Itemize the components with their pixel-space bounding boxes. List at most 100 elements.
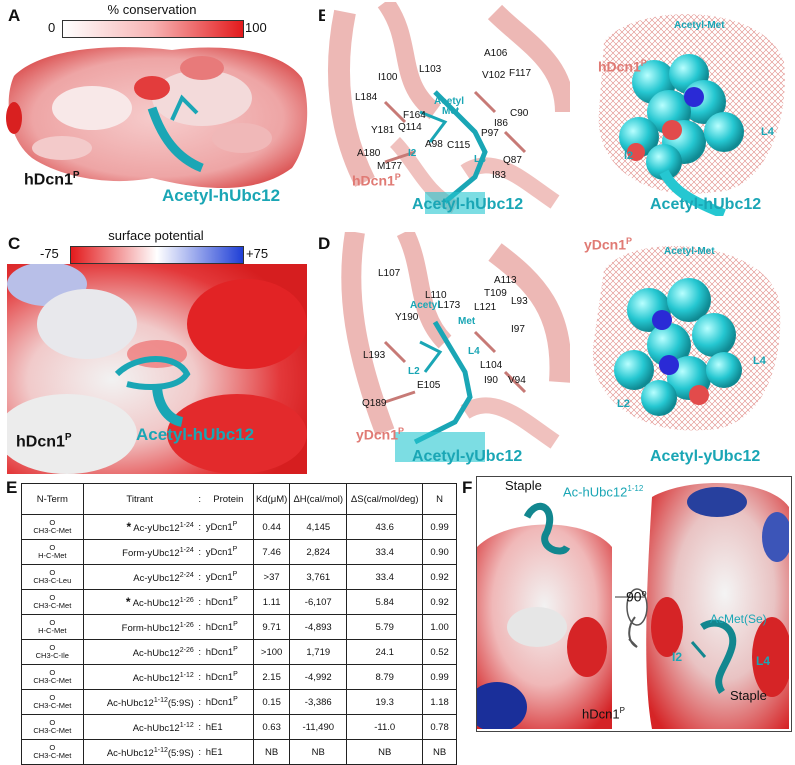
- potential-color-bar: [70, 246, 244, 264]
- n-cell: 0.92: [422, 589, 457, 615]
- kd-cell: >100: [252, 639, 291, 665]
- dh-cell: 3,761: [289, 564, 348, 590]
- nterm-cell: O CH3-C-Ile: [21, 639, 84, 665]
- panel-f-staple-top: Staple: [505, 478, 542, 493]
- protein-cell: hDcn1P: [203, 664, 254, 690]
- header-titrant: Titrant: [82, 483, 196, 515]
- panel-c-peptide-label: Acetyl-hUbc12: [136, 425, 255, 444]
- panel-f-frame: [476, 476, 792, 732]
- sep-cell: :: [195, 589, 204, 615]
- panel-d-density-acetyl-met: Acetyl-Met: [664, 246, 715, 257]
- nterm-cell: O CH3-C-Met: [21, 514, 84, 540]
- titrant-cell: Form-yUbc121-24: [82, 539, 196, 565]
- residue-b-8: Y181: [371, 125, 395, 136]
- nterm-cell: O H-C-Met: [21, 614, 84, 640]
- panel-d-density-protein: yDcn1P: [584, 236, 633, 253]
- ds-cell: 33.4: [346, 564, 424, 590]
- residue-d-1: A113: [494, 275, 517, 286]
- kd-cell: 9.71: [252, 614, 291, 640]
- peptide-residue-b-3: L4: [474, 154, 486, 165]
- residue-b-1: L103: [419, 64, 442, 75]
- n-cell: 0.92: [422, 564, 457, 590]
- n-cell: NB: [422, 739, 457, 765]
- table-row: O CH3-C-Met Ac-hUbc121-12: hDcn1P 2.15 -4,99…: [21, 664, 457, 690]
- ds-cell: 5.79: [346, 614, 424, 640]
- kd-cell: 1.11: [252, 589, 291, 615]
- potential-bar-max: +75: [246, 246, 269, 261]
- table-row: O CH3-C-Met Ac-hUbc121-12(5:9S): hDcn1P 0.1…: [21, 689, 457, 715]
- titrant-cell: Ac-hUbc122-26: [82, 639, 196, 665]
- ds-cell: 5.84: [346, 589, 424, 615]
- table-row: O H-C-Met Form-yUbc121-24: yDcn1P 7.46 2,824…: [21, 539, 457, 565]
- dh-cell: -4,893: [289, 614, 348, 640]
- table-row: O CH3-C-Ile Ac-hUbc122-26: hDcn1P >100 1,719…: [21, 639, 457, 665]
- panel-d-protein-label: yDcn1P: [356, 426, 405, 443]
- table-row: O CH3-C-Met * Ac-yUbc121-24: yDcn1P 0.44 4,14…: [21, 514, 457, 540]
- table-row: O CH3-C-Leu Ac-yUbc122-24: yDcn1P >37 3,761 3…: [21, 564, 457, 590]
- ds-cell: -11.0: [346, 714, 424, 740]
- protein-cell: hDcn1P: [203, 689, 254, 715]
- dh-cell: NB: [289, 739, 348, 765]
- kd-cell: 0.63: [252, 714, 291, 740]
- panel-label-c: C: [8, 234, 21, 253]
- residue-d-11: E105: [417, 380, 441, 391]
- titrant-cell: * Ac-hUbc121-26: [82, 589, 196, 615]
- nterm-cell: O CH3-C-Met: [21, 714, 84, 740]
- residue-b-16: Q87: [503, 155, 522, 166]
- residue-d-12: I90: [484, 375, 498, 386]
- peptide-residue-b-1: Met: [442, 106, 460, 117]
- nterm-cell: O CH3-C-Leu: [21, 564, 84, 590]
- titrant-cell: Ac-hUbc121-12(5:9S): [82, 689, 196, 715]
- protein-cell: hE1: [203, 714, 254, 740]
- residue-b-10: I86: [494, 118, 508, 129]
- nterm-cell: O H-C-Met: [21, 539, 84, 565]
- protein-cell: yDcn1P: [203, 514, 254, 540]
- sep-cell: :: [195, 514, 204, 540]
- panel-f-staple-bottom: Staple: [730, 688, 767, 703]
- panel-b-peptide-label: Acetyl-hUbc12: [412, 196, 524, 213]
- n-cell: 0.78: [422, 714, 457, 740]
- panel-label-a: A: [8, 6, 21, 25]
- conservation-bar-min: 0: [48, 20, 56, 35]
- residue-b-5: L184: [355, 92, 378, 103]
- potential-bar-title: surface potential: [108, 228, 204, 243]
- peptide-residue-d-3: L2: [408, 366, 420, 377]
- conservation-surface-image: [6, 47, 308, 188]
- protein-cell: hDcn1P: [203, 639, 254, 665]
- residue-d-4: L173: [438, 300, 461, 311]
- protein-cell: hE1: [203, 739, 254, 765]
- sep-cell: :: [195, 539, 204, 565]
- conservation-bar-title: % conservation: [107, 2, 197, 17]
- dh-cell: -3,386: [289, 689, 348, 715]
- panel-b-density-l4: L4: [761, 126, 774, 138]
- residue-b-2: I100: [378, 72, 398, 83]
- ds-cell: 24.1: [346, 639, 424, 665]
- kd-cell: NB: [252, 739, 291, 765]
- n-cell: 0.90: [422, 539, 457, 565]
- sep-cell: :: [195, 739, 204, 765]
- potential-surface-image: [7, 264, 307, 474]
- panel-label-e: E: [6, 478, 18, 497]
- sep-cell: :: [195, 614, 204, 640]
- panel-f-selenium-label: AcMet(Se): [710, 612, 767, 626]
- sep-cell: :: [195, 689, 204, 715]
- sep-cell: :: [195, 664, 204, 690]
- residue-b-17: I83: [492, 170, 506, 181]
- residue-d-5: L93: [511, 296, 528, 307]
- ds-cell: 19.3: [346, 689, 424, 715]
- itc-table-header: N-Term Titrant : Protein Kd(μM) ΔH(cal/m…: [21, 483, 457, 515]
- residue-b-12: A98: [425, 139, 443, 150]
- panel-d-density-l2: L2: [617, 398, 630, 410]
- protein-cell: hDcn1P: [203, 589, 254, 615]
- panel-b-density-image: [598, 14, 785, 216]
- titrant-cell: * Ac-yUbc121-24: [82, 514, 196, 540]
- panel-label-f: F: [462, 478, 473, 497]
- residue-d-6: L121: [474, 302, 497, 313]
- dh-cell: 4,145: [289, 514, 348, 540]
- panel-f-l4-label: L4: [756, 654, 771, 668]
- residue-b-14: A180: [357, 148, 381, 159]
- titrant-cell: Ac-hUbc121-12: [82, 714, 196, 740]
- n-cell: 0.99: [422, 514, 457, 540]
- ds-cell: NB: [346, 739, 424, 765]
- n-cell: 1.00: [422, 614, 457, 640]
